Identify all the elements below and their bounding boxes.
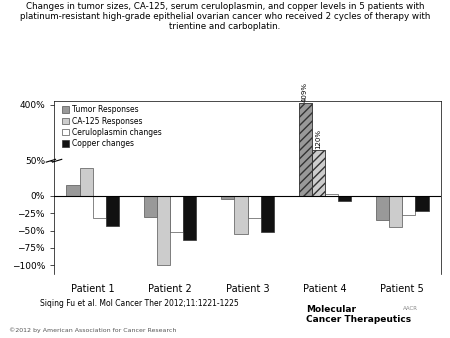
Legend: Tumor Responses, CA-125 Responses, Ceruloplasmin changes, Copper changes: Tumor Responses, CA-125 Responses, Cerul… (62, 105, 162, 148)
Bar (415, 196, 428, 211)
Bar (389, 196, 402, 227)
Text: Molecular
Cancer Therapeutics: Molecular Cancer Therapeutics (306, 305, 411, 324)
Bar (261, 196, 274, 232)
Bar (80, 168, 93, 196)
Bar (234, 196, 248, 234)
Text: Changes in tumor sizes, CA-125, serum ceruloplasmin, and copper levels in 5 pati: Changes in tumor sizes, CA-125, serum ce… (20, 2, 430, 31)
Bar (299, 103, 312, 196)
Bar (376, 196, 389, 220)
Bar (157, 196, 170, 265)
Bar (402, 196, 415, 215)
Bar (221, 196, 234, 199)
Bar (338, 196, 351, 201)
Bar (312, 149, 325, 196)
Bar (183, 196, 196, 240)
Text: AACR: AACR (403, 306, 418, 311)
Text: 120%: 120% (315, 128, 321, 148)
Text: 409%: 409% (302, 82, 308, 102)
Bar (170, 196, 183, 232)
Bar (67, 185, 80, 196)
Bar (106, 196, 119, 226)
Bar (299, 103, 312, 196)
Bar (93, 196, 106, 218)
Text: ©2012 by American Association for Cancer Research: ©2012 by American Association for Cancer… (9, 327, 176, 333)
Text: Siqing Fu et al. Mol Cancer Ther 2012;11:1221-1225: Siqing Fu et al. Mol Cancer Ther 2012;11… (40, 299, 239, 308)
Bar (325, 194, 338, 196)
Bar (144, 196, 157, 217)
Bar (312, 149, 325, 196)
Bar (248, 196, 261, 218)
